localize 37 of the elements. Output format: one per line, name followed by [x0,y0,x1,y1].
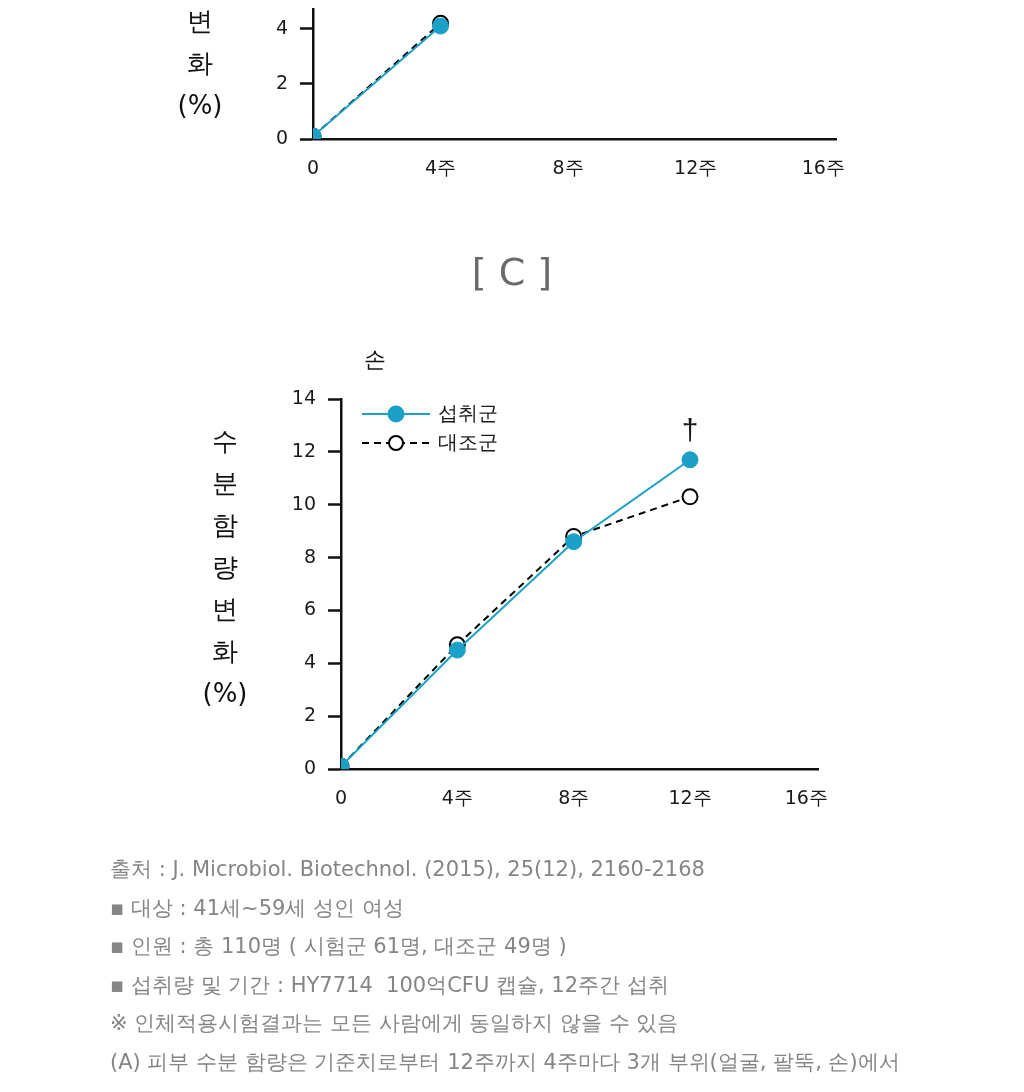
y-tick-label: 14 [291,385,316,408]
y-axis-title: 수분 함량 변화 (%) [201,425,249,710]
text: ▪ 인원 : 총 110명 ( 시험군 61명, 대조군 49명 ) [110,933,568,960]
legend-label: 섭취군 [438,401,498,426]
y-tick-label: 6 [303,597,316,620]
text: (A) 피부 수분 함량은 기준치로부터 12주까지 4주마다 3개 부위(얼굴, 팔뚝, 손)에서 [110,1048,900,1076]
text: ※ 인체적용시험결과는 모든 사람에게 동일하지 않을 수 있음 [110,1010,680,1037]
x-tick-label: 0 [334,786,348,809]
y-tick-label: 4 [303,650,316,673]
x-tick-label: 4주 [441,786,473,809]
x-tick-label: 4주 [425,156,457,179]
y-tick-label: 0 [275,125,288,148]
y-tick-label: 2 [303,703,316,726]
y-tick-label: 4 [275,15,288,38]
point [448,641,466,659]
source-note: 출처 : J. Microbiol. Biotechnol. (2015), 25(12), 2160-2168 [110,856,706,883]
text: ▪ 섭취량 및 기간 : HY7714 100억CFU 캡슐, 12주간 섭취 [110,971,670,999]
chart-title: [ C ] [471,250,553,294]
x-tick-label: 8주 [558,786,590,809]
point [565,533,583,551]
x-tick-label: 12주 [674,156,718,179]
annotation: † [681,413,699,447]
y-tick-label: 10 [291,491,316,514]
point [681,488,699,506]
y-tick-label: 0 [303,755,316,778]
x-tick-label: 16주 [801,156,845,179]
x-tick-label: 16주 [784,786,828,809]
y-tick-label: 2 [275,70,288,93]
legend-label: 대조군 [438,430,498,455]
text: ▪ 대상 : 41세~59세 성인 여성 [110,894,405,922]
x-tick-label: 8주 [552,156,584,179]
point [681,451,699,469]
y-tick-label: 12 [291,438,316,461]
chart-subtitle: 손 [364,346,386,374]
x-tick-label: 12주 [668,786,712,809]
y-tick-label: 8 [303,544,316,567]
y-axis-title: 변화 (%) [176,5,224,122]
